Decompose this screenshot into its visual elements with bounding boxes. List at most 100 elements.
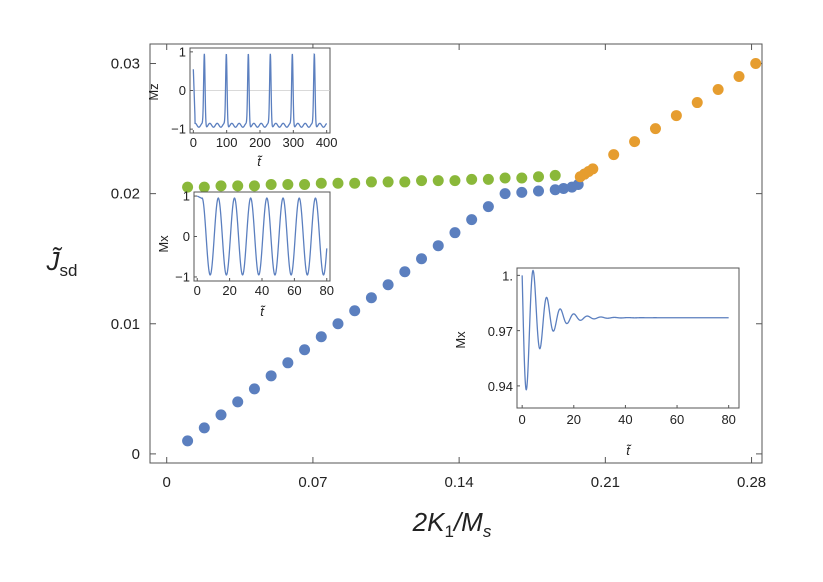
point-blue (416, 253, 428, 265)
point-orange (733, 71, 745, 83)
point-green (382, 176, 394, 188)
inset-x-tick-label: 100 (216, 135, 238, 150)
inset-x-tick-label: 0 (194, 283, 201, 298)
point-blue (248, 383, 260, 395)
point-green (482, 173, 494, 185)
inset-curve (192, 53, 328, 128)
point-orange (629, 136, 641, 148)
point-green (265, 179, 277, 191)
inset-y-tick-label: 0 (179, 83, 186, 98)
point-green (332, 177, 344, 189)
point-green (365, 176, 377, 188)
main-y-tick-label: 0.03 (111, 56, 140, 73)
inset-mz-xlabel: t̃ (257, 154, 263, 169)
inset-x-tick-label: 60 (287, 283, 301, 298)
point-green (499, 172, 511, 184)
inset-mx-right-ylabel: Mx (453, 331, 468, 349)
point-blue (182, 435, 194, 447)
point-blue (482, 201, 494, 213)
inset-x-tick-label: 40 (255, 283, 269, 298)
inset-mx-left: 0 20 40 60 80 −1 0 1 (175, 189, 334, 298)
main-x-axis-title: 2K1/Ms (412, 507, 492, 541)
inset-mx-right: 0 20 40 60 80 0.94 0.97 1. (488, 269, 736, 427)
inset-mx-right-xlabel: t̃ (626, 443, 632, 458)
point-orange (587, 163, 599, 175)
point-orange (649, 123, 661, 135)
point-blue (215, 409, 227, 421)
inset-y-tick-label: 0 (183, 229, 190, 244)
inset-mz-ylabel: Mz (146, 83, 161, 100)
main-y-tick-label: 0.02 (111, 186, 140, 203)
main-plot-frame (149, 43, 763, 464)
point-orange (750, 58, 762, 70)
point-blue (332, 318, 344, 330)
inset-x-tick-label: 60 (670, 412, 684, 427)
inset-x-tick-label: 0 (519, 412, 526, 427)
inset-y-tick-label: 1. (502, 269, 513, 284)
inset-mx-right-frame (516, 267, 740, 409)
point-green (232, 180, 244, 192)
point-orange (608, 149, 620, 161)
point-blue (365, 292, 377, 304)
point-blue (432, 240, 444, 252)
point-green (315, 177, 327, 189)
inset-x-tick-label: 0 (190, 135, 197, 150)
inset-mz: 0 100 200 300 400 −1 0 1 (171, 44, 337, 150)
point-orange (670, 110, 682, 122)
point-blue (198, 422, 210, 434)
inset-curve (196, 195, 328, 276)
main-y-tick-label: 0.01 (111, 316, 140, 333)
point-orange (712, 84, 724, 96)
inset-mx-left-ylabel: Mx (156, 235, 171, 253)
inset-y-tick-label: −1 (171, 122, 186, 137)
point-green (449, 175, 461, 187)
point-blue (449, 227, 461, 239)
point-green (466, 173, 478, 185)
point-blue (265, 370, 277, 382)
main-y-axis-title: J̃sd (46, 246, 78, 280)
main-y-tick-label: 0 (132, 446, 140, 463)
inset-x-tick-label: 20 (567, 412, 581, 427)
inset-x-tick-label: 300 (282, 135, 304, 150)
inset-x-tick-label: 20 (222, 283, 236, 298)
point-blue (399, 266, 411, 278)
main-ticks: 0 0.07 0.14 0.21 0.28 0 0.01 0.02 0.03 (111, 44, 766, 491)
point-green (299, 179, 311, 191)
point-blue (315, 331, 327, 343)
inset-y-tick-label: 0.97 (488, 324, 513, 339)
main-x-tick-label: 0.14 (445, 474, 474, 491)
point-blue (466, 214, 478, 226)
inset-y-tick-label: 1 (179, 44, 186, 59)
inset-mx-left-xlabel: t̃ (260, 304, 266, 319)
point-blue (282, 357, 294, 369)
inset-x-tick-label: 200 (249, 135, 271, 150)
main-x-tick-label: 0.07 (298, 474, 327, 491)
main-x-tick-label: 0.28 (737, 474, 766, 491)
point-blue (516, 186, 528, 198)
point-green (533, 171, 545, 183)
point-green (248, 180, 260, 192)
inset-y-tick-label: −1 (175, 270, 190, 285)
inset-mx-right-background (517, 268, 739, 408)
inset-x-tick-label: 400 (316, 135, 338, 150)
point-green (215, 180, 227, 192)
point-green (432, 175, 444, 187)
point-green (198, 181, 210, 193)
point-blue (533, 185, 545, 197)
point-blue (558, 182, 570, 194)
inset-x-tick-label: 80 (320, 283, 334, 298)
point-orange (691, 97, 703, 109)
inset-x-tick-label: 40 (618, 412, 632, 427)
point-green (549, 169, 561, 181)
point-blue (499, 188, 511, 200)
main-x-tick-label: 0 (163, 474, 171, 491)
inset-x-tick-label: 80 (721, 412, 735, 427)
point-blue (232, 396, 244, 408)
main-points (182, 58, 762, 447)
point-blue (349, 305, 361, 317)
point-green (349, 177, 361, 189)
inset-y-tick-label: 0.94 (488, 379, 513, 394)
main-x-tick-label: 0.21 (591, 474, 620, 491)
point-blue (382, 279, 394, 291)
point-green (399, 176, 411, 188)
